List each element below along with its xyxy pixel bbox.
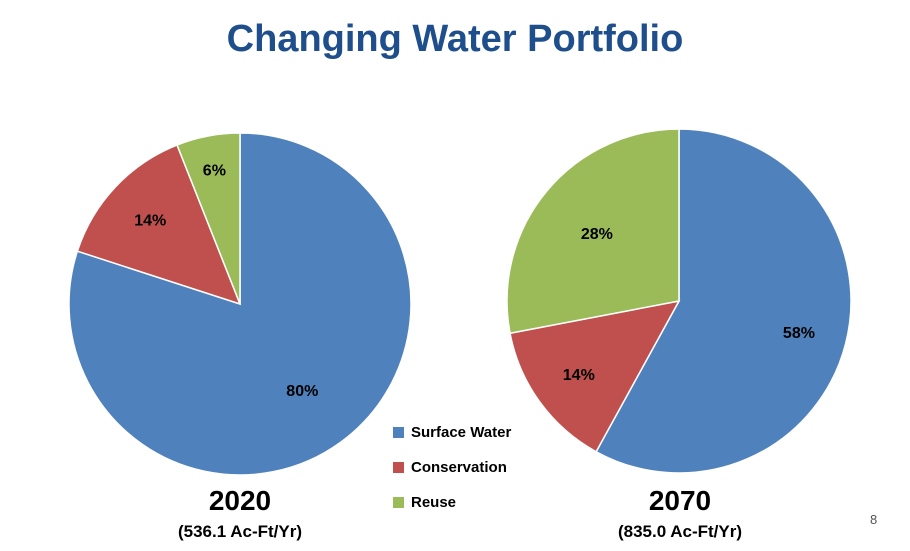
pie-slice-2070-reuse (506, 128, 680, 335)
pie-slice-2020-reuse (176, 132, 241, 305)
pie-label-2020-surface-water: 80% (286, 383, 318, 400)
legend-swatch-surface-water (393, 427, 404, 438)
chart-2020-title: 2020 (208, 485, 272, 516)
pie-label-2020-reuse: 6% (203, 163, 226, 180)
legend-item-reuse: Reuse (393, 485, 511, 520)
legend-item-conservation: Conservation (393, 450, 511, 485)
chart-2070-title: 2070 (648, 485, 712, 516)
legend-item-surface-water: Surface Water (393, 415, 511, 450)
pie-label-2070-surface-water: 58% (783, 325, 815, 342)
pie-chart-2020: 80% 14% 6% (68, 132, 412, 476)
legend: Surface Water Conservation Reuse (393, 415, 511, 520)
legend-label-reuse: Reuse (411, 494, 457, 511)
pie-slice-2070-surface-water (595, 128, 852, 474)
pie-label-2070-conservation: 14% (563, 367, 595, 384)
pie-chart-2070: 58% 14% 28% (506, 128, 852, 474)
legend-label-conservation: Conservation (411, 459, 507, 476)
chart-2020-subtitle: (536.1 Ac-Ft/Yr) (177, 522, 303, 541)
legend-swatch-reuse (393, 497, 404, 508)
pie-label-2020-conservation: 14% (134, 213, 166, 230)
pie-slice-2070-conservation (509, 299, 681, 453)
pie-slice-2020-surface-water (68, 132, 412, 476)
chart-2070-subtitle: (835.0 Ac-Ft/Yr) (617, 522, 743, 541)
legend-swatch-conservation (393, 462, 404, 473)
page-number: 8 (870, 512, 878, 527)
page-title: Changing Water Portfolio (226, 18, 684, 60)
pie-slice-2020-conservation (76, 144, 242, 306)
legend-label-surface-water: Surface Water (411, 424, 512, 441)
pie-label-2070-reuse: 28% (581, 226, 613, 243)
